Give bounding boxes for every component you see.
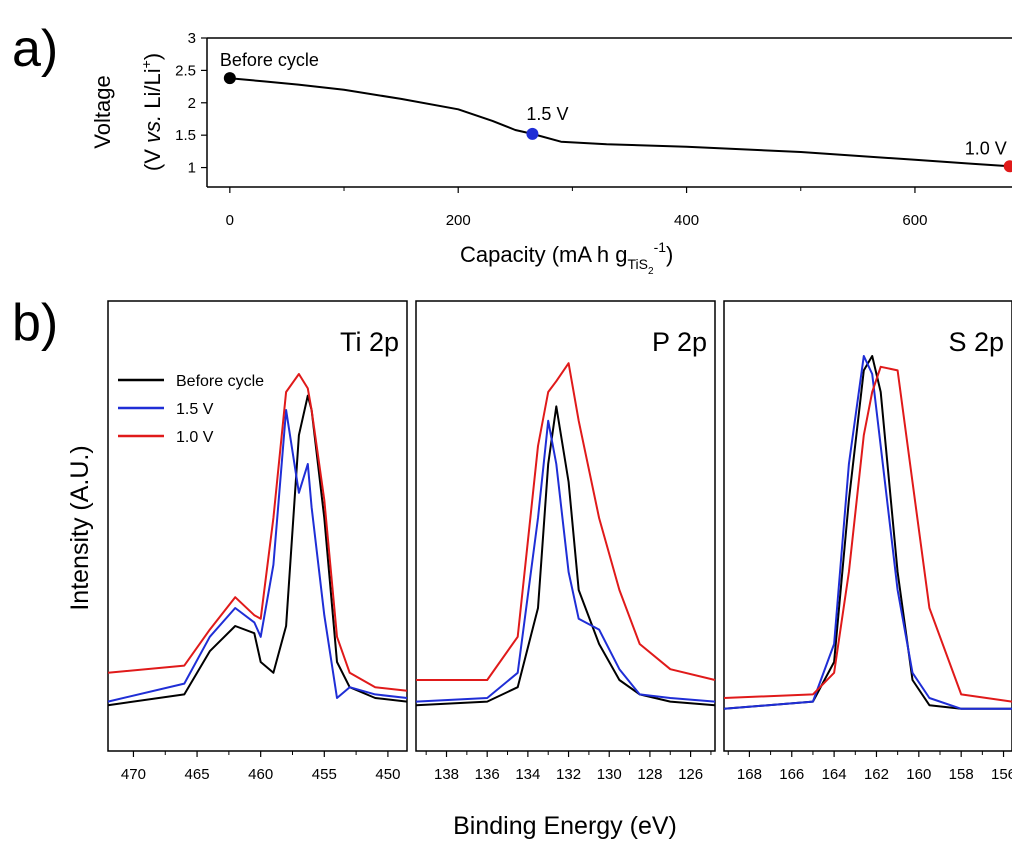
voltage-ytick-label: 1 bbox=[188, 160, 196, 177]
voltage-ylabel-pre: (V bbox=[140, 143, 165, 171]
ti2p-xtick-label: 450 bbox=[375, 766, 400, 783]
binding-energy-xlabel: Binding Energy (eV) bbox=[453, 812, 677, 840]
voltage-xtick-label: 200 bbox=[446, 212, 471, 229]
legend-label-1: 1.5 V bbox=[176, 401, 214, 418]
p2p-series-before-cycle bbox=[415, 405, 716, 707]
capacity-xlabel-sup: -1 bbox=[654, 239, 667, 255]
legend-label-2: 1.0 V bbox=[176, 429, 214, 446]
s2p-xtick-label: 158 bbox=[949, 766, 974, 783]
p2p-xtick-label: 134 bbox=[515, 766, 540, 783]
s2p-xtick-label: 168 bbox=[737, 766, 762, 783]
p2p-series-1-0-v bbox=[416, 362, 716, 681]
s2p-xtick-label: 156 bbox=[991, 766, 1012, 783]
s2p-series-1-0-v bbox=[723, 365, 1012, 703]
legend-label-0: Before cycle bbox=[176, 373, 264, 390]
p2p-title: P 2p bbox=[652, 327, 707, 357]
capacity-xlabel-subsub: 2 bbox=[648, 266, 654, 277]
p2p-series-1-5-v bbox=[415, 419, 716, 703]
s2p-title: S 2p bbox=[948, 327, 1004, 357]
voltage-ylabel: Voltage bbox=[90, 75, 115, 148]
voltage-ylabel-sup: + bbox=[138, 60, 154, 68]
s2p-xtick-label: 160 bbox=[906, 766, 931, 783]
voltage-marker-label-1: 1.5 V bbox=[526, 104, 568, 124]
voltage-marker-label-2: 1.0 V bbox=[965, 138, 1007, 158]
s2p-series-before-cycle bbox=[723, 355, 1012, 710]
plots-layer: 0 200 400 600 1 1.5 2 2.5 3 Before cycle 1.5 V 1.0 … bbox=[107, 30, 1012, 783]
p2p-xtick-label: 136 bbox=[475, 766, 500, 783]
voltage-marker-label-0: Before cycle bbox=[220, 50, 319, 70]
p2p-frame bbox=[415, 300, 716, 752]
p2p-xtick-label: 128 bbox=[637, 766, 662, 783]
voltage-ylabel-2: (V vs. Li/Li+) bbox=[138, 53, 165, 171]
p2p-xtick-label: 130 bbox=[597, 766, 622, 783]
s2p-xtick-label: 166 bbox=[779, 766, 804, 783]
voltage-marker-0 bbox=[223, 72, 236, 85]
voltage-ylabel-vs: vs. bbox=[140, 115, 165, 143]
panel-a-label: a) bbox=[12, 20, 58, 78]
intensity-ylabel: Intensity (A.U.) bbox=[66, 445, 94, 610]
ti2p-series-before-cycle bbox=[107, 394, 408, 707]
panel-b-label: b) bbox=[12, 294, 58, 352]
s2p-xtick-label: 164 bbox=[822, 766, 847, 783]
ti2p-title: Ti 2p bbox=[340, 327, 399, 357]
capacity-xlabel: Capacity (mA h gTiS2-1) bbox=[460, 239, 673, 277]
ti2p-series-1-0-v bbox=[107, 373, 408, 692]
voltage-ylabel-line1: Voltage bbox=[90, 75, 115, 148]
ti2p-xtick-label: 455 bbox=[312, 766, 337, 783]
voltage-ytick-label: 1.5 bbox=[175, 127, 196, 144]
p2p-xtick-label: 138 bbox=[434, 766, 459, 783]
ti2p-frame bbox=[107, 300, 408, 752]
p2p-xtick-label: 126 bbox=[678, 766, 703, 783]
ti2p-series-1-5-v bbox=[107, 409, 408, 703]
voltage-ytick-label: 2.5 bbox=[175, 62, 196, 79]
ti2p-xtick-label: 470 bbox=[121, 766, 146, 783]
ti2p-xtick-label: 465 bbox=[185, 766, 210, 783]
p2p-xtick-label: 132 bbox=[556, 766, 581, 783]
voltage-ylabel-close: ) bbox=[140, 53, 165, 60]
s2p-frame bbox=[723, 300, 1012, 752]
ti2p-xtick-label: 460 bbox=[248, 766, 273, 783]
voltage-marker-1 bbox=[526, 127, 539, 140]
voltage-xtick-label: 400 bbox=[674, 212, 699, 229]
voltage-series-0 bbox=[229, 77, 1010, 168]
s2p-series-1-5-v bbox=[723, 355, 1012, 710]
capacity-xlabel-sub: TiS bbox=[628, 256, 648, 272]
capacity-xlabel-close: ) bbox=[666, 242, 673, 267]
voltage-marker-2 bbox=[1003, 160, 1012, 173]
voltage-xtick-label: 600 bbox=[902, 212, 927, 229]
voltage-ytick-label: 2 bbox=[188, 95, 196, 112]
capacity-xlabel-main: Capacity (mA h g bbox=[460, 242, 628, 267]
voltage-xtick-label: 0 bbox=[226, 212, 234, 229]
voltage-ylabel-post: Li/Li bbox=[140, 68, 165, 114]
voltage-ytick-label: 3 bbox=[188, 30, 196, 47]
s2p-xtick-label: 162 bbox=[864, 766, 889, 783]
